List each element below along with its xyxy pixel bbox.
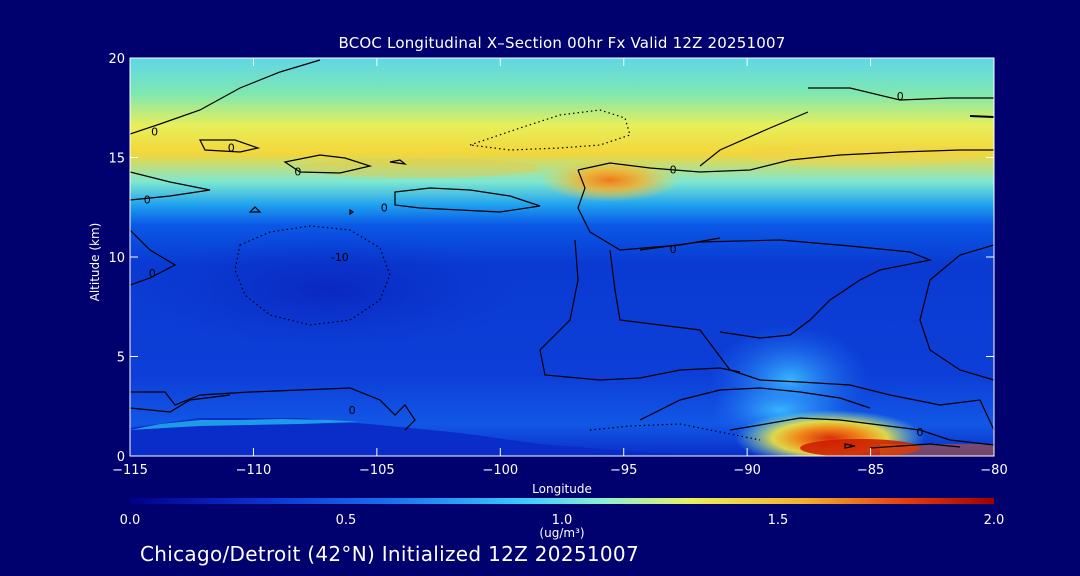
x-tick-label: −115 [112, 463, 148, 478]
y-axis-label: Altitude (km) [88, 222, 102, 302]
x-tick-label: −110 [236, 463, 272, 478]
colorbar-gradient [130, 498, 994, 504]
contour-label: 0 [670, 163, 677, 176]
contour-label: 0 [151, 126, 158, 139]
contour-label: 0 [144, 193, 151, 206]
colorbar-tick-label: 1.0 [552, 513, 573, 528]
x-tick-label: −95 [610, 463, 637, 478]
y-tick-label: 5 [117, 351, 125, 366]
colorbar-tick-label: 0.5 [336, 513, 357, 528]
x-tick-label: −105 [359, 463, 395, 478]
colorbar-tick-label: 1.5 [768, 513, 789, 528]
contour-label: 0 [149, 267, 156, 280]
y-tick-label: 0 [117, 450, 125, 465]
colorbar-tick-label: 0.0 [120, 513, 141, 528]
chart-title: BCOC Longitudinal X–Section 00hr Fx Vali… [338, 34, 786, 52]
y-tick-label: 10 [108, 251, 125, 266]
colorbar-tick-label: 2.0 [984, 513, 1005, 528]
contour-label: 0 [916, 426, 923, 439]
contour-label: 0 [294, 165, 301, 178]
heatmap-field [130, 58, 994, 456]
contour-label: 0 [381, 201, 388, 214]
contour-labels: 0 0 0 0 0 0 0 0 -10 0 0 0 [144, 90, 924, 439]
x-axis-label: Longitude [532, 482, 592, 496]
contour-lines [130, 59, 994, 449]
contour-label: 0 [349, 404, 356, 417]
contour-label: -10 [331, 251, 349, 264]
footer-caption: Chicago/Detroit (42°N) Initialized 12Z 2… [140, 542, 639, 566]
x-tick-label: −90 [733, 463, 760, 478]
x-tick-label: −85 [857, 463, 884, 478]
colorbar: 0.0 0.5 1.0 1.5 2.0 [120, 498, 1005, 528]
y-tick-label: 15 [108, 152, 125, 167]
negative-contour-lines [234, 109, 761, 441]
contour-label: 0 [670, 243, 677, 256]
contour-label: 0 [897, 90, 904, 103]
colorbar-units-label: (ug/m³) [539, 526, 585, 540]
axes: −115 −110 −105 −100 −95 −90 −85 −80 0 5 10 15 20 [108, 52, 1007, 478]
x-tick-label: −80 [980, 463, 1007, 478]
contour-label: 0 [228, 142, 235, 155]
x-tick-label: −100 [482, 463, 518, 478]
y-tick-label: 20 [108, 52, 125, 67]
